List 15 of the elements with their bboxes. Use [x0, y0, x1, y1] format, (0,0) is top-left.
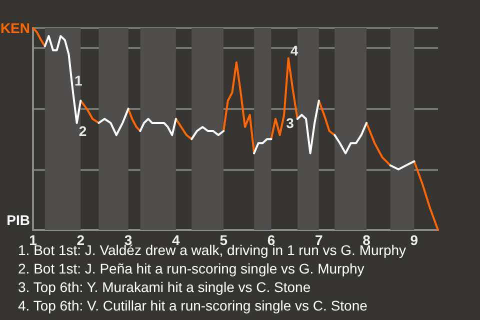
text: 4. Top 6th: V. Cutillar hit a run-scoring single vs C. Stone [18, 298, 368, 314]
x-tick-label: 5 [220, 232, 228, 248]
annotation: 4 [290, 42, 298, 58]
x-tick-label: 9 [410, 232, 418, 248]
text: 2. Bot 1st: J. Peña hit a run-scoring single vs G. Murphy [18, 260, 364, 276]
x-tick-label: 6 [267, 232, 276, 248]
text: PIB [6, 212, 30, 228]
annotation: 1 [74, 72, 83, 89]
annotation: 3 [286, 114, 294, 131]
x-tick-label: 7 [314, 232, 323, 248]
annotation: 2 [78, 122, 87, 139]
text: 3. Top 6th: Y. Murakami hit a single vs C. Stone [18, 279, 311, 295]
x-tick-label: 2 [76, 232, 85, 248]
series-label: KEN [0, 20, 30, 36]
x-tick-label: 4 [172, 232, 180, 248]
